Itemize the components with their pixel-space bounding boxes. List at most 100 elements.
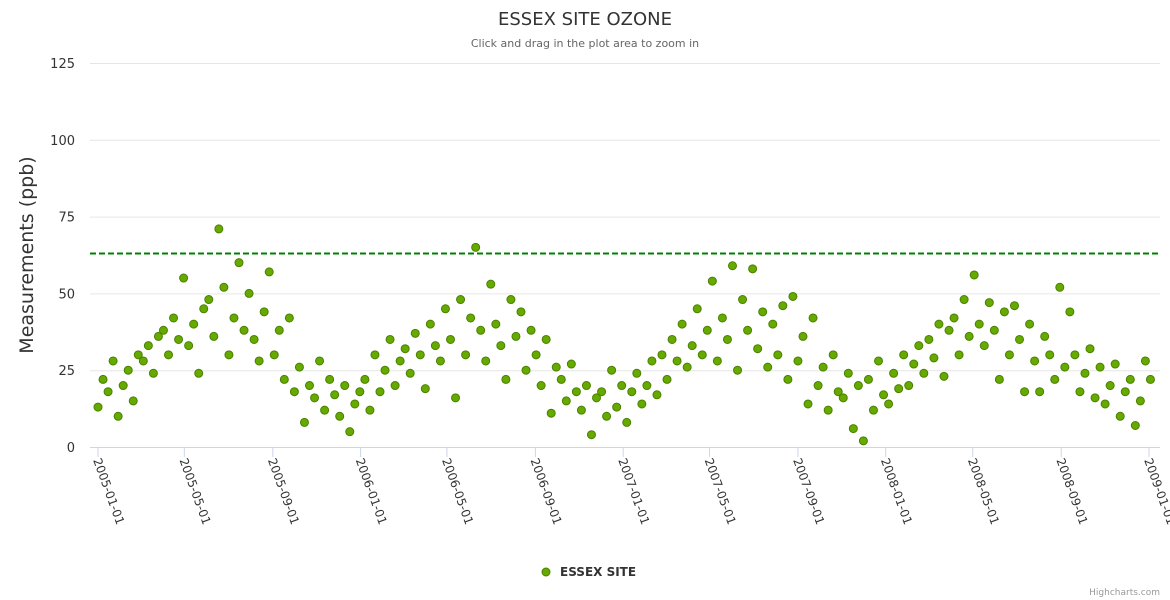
data-point[interactable] <box>194 368 204 378</box>
data-point[interactable] <box>712 356 722 366</box>
data-point[interactable] <box>904 381 914 391</box>
data-point[interactable] <box>894 384 904 394</box>
data-point[interactable] <box>430 341 440 351</box>
data-point[interactable] <box>320 405 330 415</box>
data-point[interactable] <box>1009 301 1019 311</box>
data-point[interactable] <box>798 331 808 341</box>
data-point[interactable] <box>813 381 823 391</box>
data-point[interactable] <box>551 362 561 372</box>
data-point[interactable] <box>758 307 768 317</box>
data-point[interactable] <box>365 405 375 415</box>
data-point[interactable] <box>1095 362 1105 372</box>
data-point[interactable] <box>823 405 833 415</box>
data-point[interactable] <box>738 295 748 305</box>
data-point[interactable] <box>259 307 269 317</box>
data-point[interactable] <box>707 276 717 286</box>
data-point[interactable] <box>506 295 516 305</box>
data-point[interactable] <box>1060 362 1070 372</box>
data-point[interactable] <box>662 374 672 384</box>
data-point[interactable] <box>395 356 405 366</box>
data-point[interactable] <box>274 325 284 335</box>
data-point[interactable] <box>803 399 813 409</box>
data-point[interactable] <box>733 365 743 375</box>
data-point[interactable] <box>1030 356 1040 366</box>
data-point[interactable] <box>435 356 445 366</box>
data-point[interactable] <box>939 371 949 381</box>
data-point[interactable] <box>536 381 546 391</box>
data-point[interactable] <box>269 350 279 360</box>
data-point[interactable] <box>541 334 551 344</box>
data-point[interactable] <box>1145 374 1155 384</box>
data-point[interactable] <box>879 390 889 400</box>
data-point[interactable] <box>163 350 173 360</box>
data-point[interactable] <box>727 261 737 271</box>
data-point[interactable] <box>788 291 798 301</box>
data-point[interactable] <box>949 313 959 323</box>
data-point[interactable] <box>491 319 501 329</box>
data-point[interactable] <box>697 350 707 360</box>
data-point[interactable] <box>1100 399 1110 409</box>
data-point[interactable] <box>304 381 314 391</box>
data-point[interactable] <box>1120 387 1130 397</box>
data-point[interactable] <box>476 325 486 335</box>
data-point[interactable] <box>98 374 108 384</box>
data-point[interactable] <box>989 325 999 335</box>
data-point[interactable] <box>123 365 133 375</box>
data-point[interactable] <box>763 362 773 372</box>
data-point[interactable] <box>214 224 224 234</box>
data-point[interactable] <box>843 368 853 378</box>
data-point[interactable] <box>818 362 828 372</box>
data-point[interactable] <box>632 368 642 378</box>
data-point[interactable] <box>586 430 596 440</box>
data-point[interactable] <box>969 270 979 280</box>
data-point[interactable] <box>682 362 692 372</box>
data-point[interactable] <box>1040 331 1050 341</box>
data-point[interactable] <box>637 399 647 409</box>
data-point[interactable] <box>400 344 410 354</box>
data-point[interactable] <box>853 381 863 391</box>
data-point[interactable] <box>169 313 179 323</box>
data-point[interactable] <box>848 424 858 434</box>
data-point[interactable] <box>299 417 309 427</box>
data-point[interactable] <box>964 331 974 341</box>
data-point[interactable] <box>264 267 274 277</box>
data-point[interactable] <box>1115 411 1125 421</box>
data-point[interactable] <box>440 304 450 314</box>
data-point[interactable] <box>808 313 818 323</box>
data-point[interactable] <box>783 374 793 384</box>
data-point[interactable] <box>420 384 430 394</box>
data-point[interactable] <box>158 325 168 335</box>
data-point[interactable] <box>350 399 360 409</box>
data-point[interactable] <box>954 350 964 360</box>
data-point[interactable] <box>1070 350 1080 360</box>
data-point[interactable] <box>516 307 526 317</box>
data-point[interactable] <box>179 273 189 283</box>
data-point[interactable] <box>501 374 511 384</box>
data-point[interactable] <box>521 365 531 375</box>
data-point[interactable] <box>556 374 566 384</box>
data-point[interactable] <box>335 411 345 421</box>
data-point[interactable] <box>445 334 455 344</box>
data-point[interactable] <box>113 411 123 421</box>
data-point[interactable] <box>118 381 128 391</box>
data-point[interactable] <box>934 319 944 329</box>
legend-item-essex-site[interactable]: ESSEX SITE <box>541 565 636 579</box>
data-point[interactable] <box>994 374 1004 384</box>
data-point[interactable] <box>607 365 617 375</box>
data-point[interactable] <box>108 356 118 366</box>
data-point[interactable] <box>481 356 491 366</box>
data-point[interactable] <box>702 325 712 335</box>
data-point[interactable] <box>672 356 682 366</box>
data-point[interactable] <box>209 331 219 341</box>
data-point[interactable] <box>254 356 264 366</box>
data-point[interactable] <box>466 313 476 323</box>
data-point[interactable] <box>773 350 783 360</box>
data-point[interactable] <box>617 381 627 391</box>
data-point[interactable] <box>612 402 622 412</box>
data-point[interactable] <box>1015 334 1025 344</box>
data-point[interactable] <box>148 368 158 378</box>
data-point[interactable] <box>959 295 969 305</box>
data-point[interactable] <box>174 334 184 344</box>
data-point[interactable] <box>239 325 249 335</box>
data-point[interactable] <box>340 381 350 391</box>
